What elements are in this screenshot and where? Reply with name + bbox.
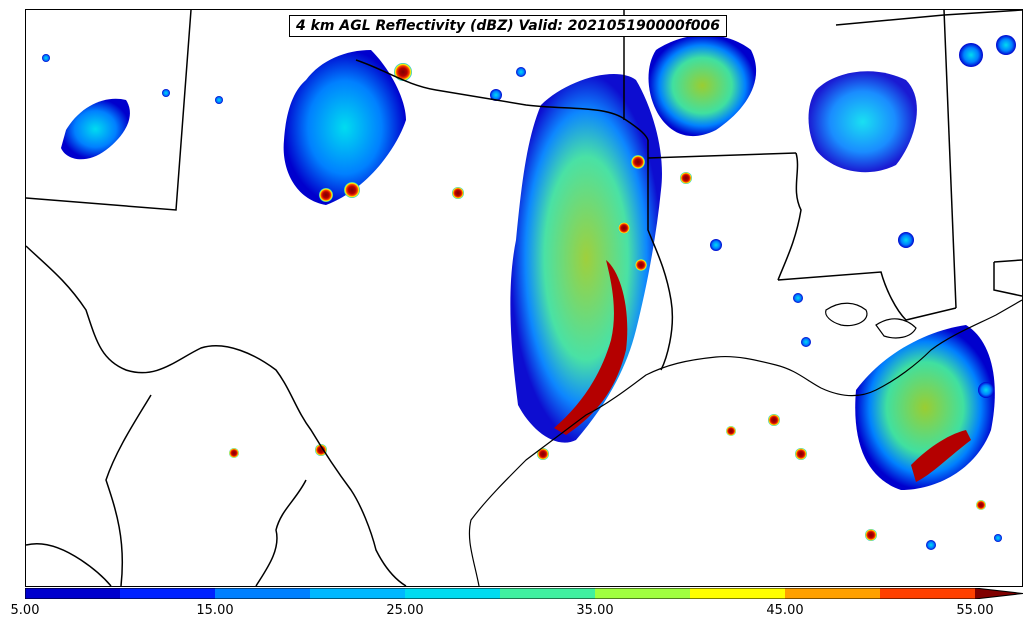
weak-cells	[42, 35, 1016, 550]
colorbar-tick-label: 45.00	[766, 603, 804, 618]
colorbar-segment	[595, 588, 691, 599]
colorbar-segment	[785, 588, 881, 599]
colorbar-segment	[690, 588, 786, 599]
louisiana-core	[911, 430, 971, 482]
colorbar-segment	[25, 588, 121, 599]
colorbar-tick-labels: 5.00 15.00 25.00 35.00 45.00 55.00	[0, 603, 1033, 623]
squall-line-core	[554, 260, 628, 435]
north-cluster-2	[648, 35, 757, 137]
colorbar-segment	[880, 588, 976, 599]
colorbar-tick-label: 25.00	[386, 603, 424, 618]
coastline	[468, 299, 1022, 586]
colorbar-segment	[500, 588, 596, 599]
colorbar-tick-label: 15.00	[196, 603, 234, 618]
map-frame: 4 km AGL Reflectivity (dBZ) Valid: 20210…	[25, 9, 1023, 587]
state-boundaries	[26, 10, 1022, 586]
precipitation-field	[42, 35, 1016, 550]
strong-cells	[229, 63, 986, 541]
colorbar-extend-arrow	[975, 588, 1023, 599]
colorbar	[25, 588, 1023, 599]
colorbar-segment	[120, 588, 216, 599]
colorbar-tick-label: 35.00	[576, 603, 614, 618]
colorbar-segment	[215, 588, 311, 599]
colorbar-segment	[310, 588, 406, 599]
map-title: 4 km AGL Reflectivity (dBZ) Valid: 20210…	[289, 15, 728, 37]
louisiana-cluster	[855, 325, 995, 490]
north-cluster	[283, 50, 406, 205]
colorbar-segment	[405, 588, 501, 599]
northeast-cluster	[808, 71, 917, 173]
west-cluster	[61, 98, 130, 160]
colorbar-tick-label: 55.00	[956, 603, 994, 618]
reflectivity-map	[26, 10, 1022, 586]
colorbar-outline	[25, 588, 1023, 599]
colorbar-tick-label: 5.00	[10, 603, 40, 618]
